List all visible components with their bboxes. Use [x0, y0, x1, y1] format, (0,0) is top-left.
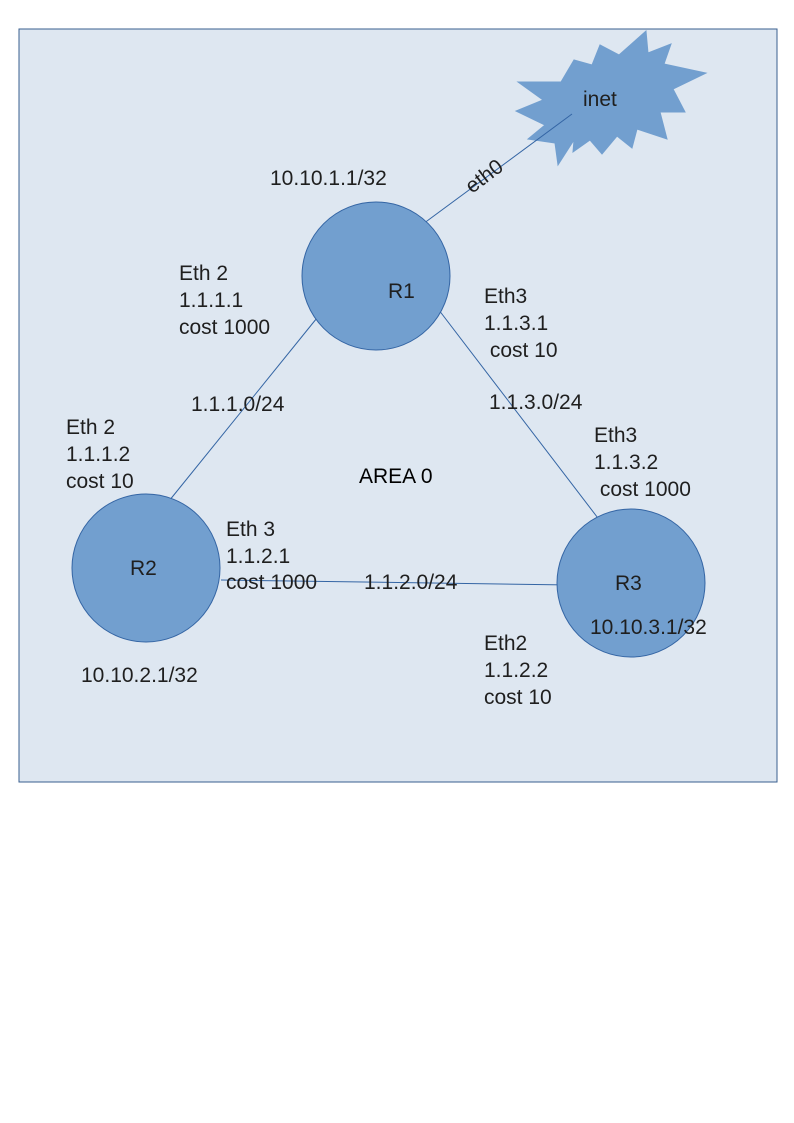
interface-r1-eth2-name: Eth 2 — [179, 262, 228, 285]
interface-r1-eth2-cost: cost 1000 — [179, 316, 270, 339]
router-r1-name: R1 — [388, 280, 415, 303]
interface-r3-eth3-cost: cost 1000 — [594, 478, 691, 501]
link-r1-r3 — [431, 300, 605, 527]
interface-r2-eth3: Eth 3 1.1.2.1 cost 1000 — [226, 518, 317, 594]
interface-r2-eth2-ip: 1.1.1.2 — [66, 443, 130, 466]
router-r2-name: R2 — [130, 557, 157, 580]
router-r3-loopback: 10.10.3.1/32 — [590, 616, 707, 639]
interface-r2-eth3-cost: cost 1000 — [226, 571, 317, 594]
interface-r1-eth3-cost: cost 10 — [484, 339, 558, 362]
interface-r3-eth3-ip: 1.1.3.2 — [594, 451, 658, 474]
interface-r3-eth2-ip: 1.1.2.2 — [484, 659, 548, 682]
router-r2-loopback: 10.10.2.1/32 — [81, 664, 198, 687]
router-r1-loopback: 10.10.1.1/32 — [270, 167, 387, 190]
interface-r2-eth3-ip: 1.1.2.1 — [226, 545, 290, 568]
router-r3-name: R3 — [615, 572, 642, 595]
subnet-r1-r2: 1.1.1.0/24 — [191, 393, 285, 416]
interface-r1-eth3-ip: 1.1.3.1 — [484, 312, 548, 335]
interface-r2-eth2: Eth 2 1.1.1.2 cost 10 — [66, 416, 136, 493]
interface-r3-eth3-name: Eth3 — [594, 424, 637, 447]
interface-r2-eth3-name: Eth 3 — [226, 518, 275, 541]
link-r1-r2 — [168, 312, 322, 502]
interface-r3-eth2-cost: cost 10 — [484, 686, 552, 709]
interface-r2-eth2-cost: cost 10 — [66, 470, 134, 493]
interface-r3-eth3: Eth3 1.1.3.2 cost 1000 — [0, 0, 708, 501]
cloud-burst-icon — [514, 29, 708, 167]
router-r1[interactable] — [301, 201, 451, 351]
interface-r3-eth2: Eth2 1.1.2.2 cost 10 — [484, 632, 554, 709]
ospf-area-box — [18, 28, 778, 783]
interface-r1-eth2-ip: 1.1.1.1 — [179, 289, 243, 312]
interface-r2-eth2-name: Eth 2 — [66, 416, 115, 439]
internet-label: inet — [583, 88, 617, 111]
link-r2-r3 — [220, 579, 572, 586]
router-r3[interactable] — [556, 508, 706, 658]
interface-r3-eth2-name: Eth2 — [484, 632, 527, 655]
router-r2[interactable] — [71, 493, 221, 643]
uplink-line — [407, 113, 573, 236]
interface-r1-eth3-name: Eth3 — [484, 285, 527, 308]
subnet-r1-r3: 1.1.3.0/24 — [489, 391, 583, 414]
interface-r1-eth3: Eth3 1.1.3.1 cost 10 — [0, 0, 577, 362]
interface-r1-eth2: Eth 2 1.1.1.1 cost 1000 — [179, 262, 270, 339]
subnet-r2-r3: 1.1.2.0/24 — [364, 571, 458, 594]
area-label: AREA 0 — [359, 465, 433, 488]
